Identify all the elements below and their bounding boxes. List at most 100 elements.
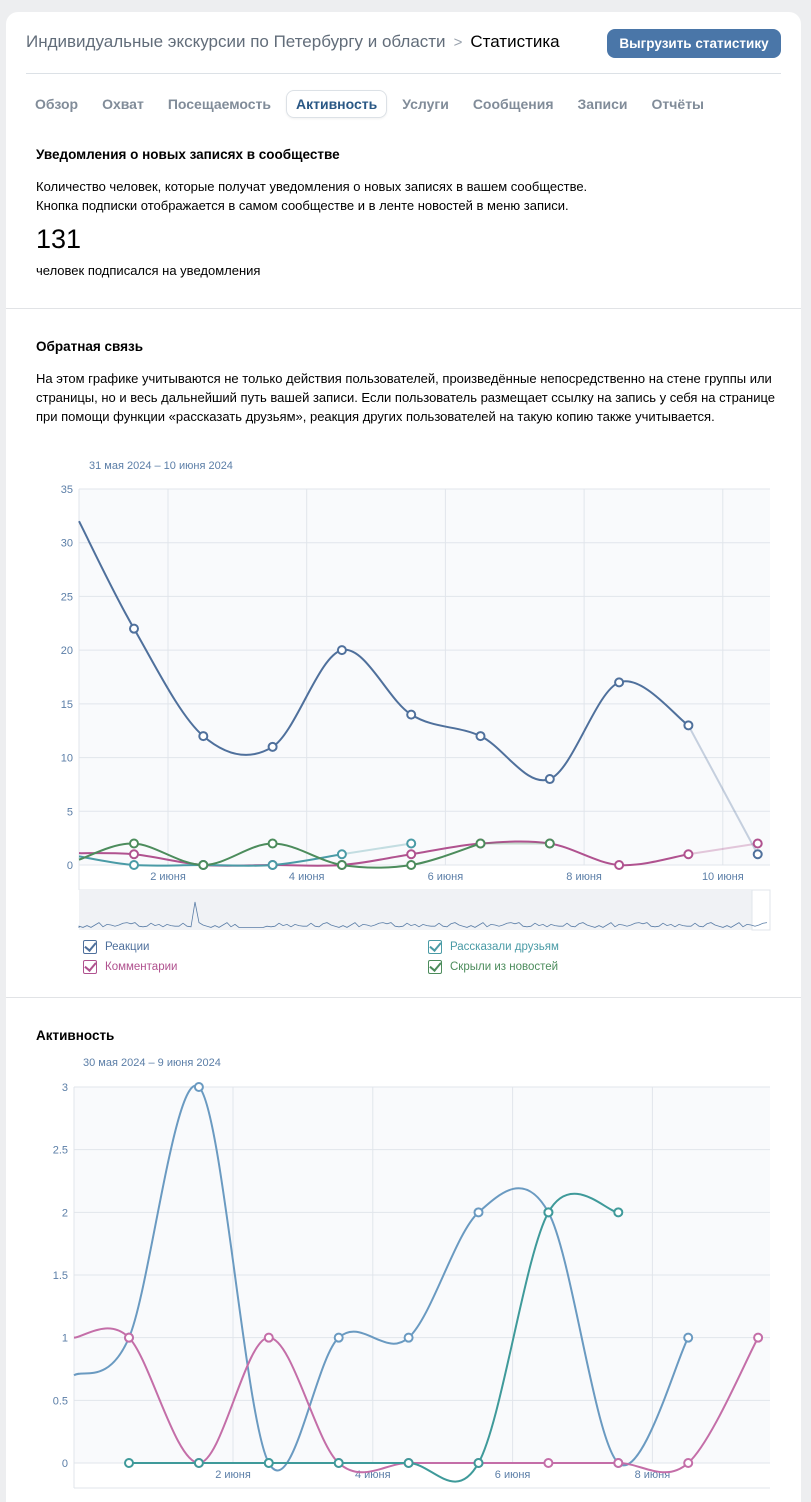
navigator-sparkline (78, 901, 768, 928)
data-point (336, 645, 347, 656)
feedback-date-range[interactable]: 31 мая 2024 – 10 июня 2024 (89, 460, 233, 472)
range-navigator-handle[interactable] (751, 889, 771, 931)
tab-overview[interactable]: Обзор (35, 96, 79, 112)
data-point (406, 709, 417, 720)
y-tick-label: 1 (62, 1333, 68, 1345)
data-point (403, 1458, 414, 1468)
tab-services[interactable]: Услуги (402, 96, 449, 112)
data-point (543, 1207, 554, 1218)
series-line (73, 1327, 759, 1474)
y-tick-label: 1.5 (53, 1270, 68, 1282)
legend-comments[interactable]: Комментарии (83, 960, 177, 974)
x-tick-label: 10 июня (702, 871, 744, 883)
data-point (752, 849, 763, 860)
data-point (683, 1332, 694, 1343)
data-point (263, 1458, 274, 1468)
y-tick-label: 3 (62, 1082, 68, 1094)
checkbox-checked-icon[interactable] (428, 940, 442, 954)
data-point (267, 741, 278, 752)
subscribers-caption: человек подписался на уведомления (36, 263, 261, 278)
data-point (473, 1207, 484, 1218)
section-divider (6, 308, 801, 309)
x-tick-label: 4 июня (289, 871, 325, 883)
data-point (336, 860, 347, 870)
data-point (544, 838, 555, 849)
legend-reactions[interactable]: Реакции (83, 940, 149, 954)
chevron-right-icon: > (453, 34, 463, 51)
data-point (406, 860, 417, 870)
y-tick-label: 2 (62, 1207, 68, 1219)
data-point (129, 860, 139, 870)
notifications-line1: Количество человек, которые получат увед… (36, 179, 588, 194)
series-line (78, 520, 689, 782)
activity-title: Активность (36, 1028, 115, 1043)
x-tick-label: 6 июня (428, 871, 464, 883)
checkbox-checked-icon[interactable] (428, 960, 442, 974)
feedback-title: Обратная связь (36, 339, 144, 354)
activity-date-range[interactable]: 30 мая 2024 – 9 июня 2024 (83, 1057, 221, 1069)
data-point (406, 838, 417, 849)
data-point (475, 838, 486, 849)
tab-reach[interactable]: Охват (102, 96, 144, 112)
export-statistics-button[interactable]: Выгрузить статистику (607, 29, 781, 58)
tab-traffic[interactable]: Посещаемость (167, 96, 271, 112)
data-point (193, 1458, 204, 1468)
series-line (78, 840, 689, 867)
data-point (406, 849, 417, 860)
data-point (475, 731, 486, 742)
x-tick-label: 2 июня (215, 1469, 251, 1481)
feedback-chart[interactable]: 0 5 10 15 20 25 30 35 2 июня 4 июня 6 июня 8 июня 10… (6, 12, 801, 1012)
legend-hidden[interactable]: Скрыли из новостей (428, 960, 558, 974)
data-point (198, 860, 209, 870)
data-point (752, 838, 763, 849)
series-line-partial (688, 842, 758, 856)
breadcrumb-community-link[interactable]: Индивидуальные экскурсии по Петербургу и… (26, 32, 446, 51)
y-tick-label: 5 (67, 806, 73, 818)
notifications-line2: Кнопка подписки отображается в самом соо… (36, 198, 569, 213)
page-header: Индивидуальные экскурсии по Петербургу и… (26, 29, 781, 74)
series-line-partial (687, 724, 759, 855)
legend-shared[interactable]: Рассказали друзьям (428, 940, 559, 954)
range-navigator[interactable] (79, 890, 770, 930)
statistics-card: Индивидуальные экскурсии по Петербургу и… (6, 12, 801, 1502)
tab-messages[interactable]: Сообщения (472, 96, 554, 112)
y-tick-label: 10 (61, 753, 73, 765)
data-point (129, 623, 139, 634)
data-point (263, 1332, 274, 1343)
y-tick-label: 20 (61, 645, 73, 657)
data-point (683, 849, 694, 860)
notifications-title: Уведомления о новых записях в сообществе (36, 147, 340, 162)
breadcrumb-current: Статистика (470, 32, 560, 51)
data-point (473, 1458, 484, 1468)
data-point (336, 849, 347, 860)
subscribers-count: 131 (36, 224, 82, 254)
x-tick-label: 8 июня (566, 871, 602, 883)
y-tick-label: 15 (61, 699, 73, 711)
data-point (129, 849, 139, 860)
breadcrumb: Индивидуальные экскурсии по Петербургу и… (26, 32, 560, 52)
series-line (73, 1084, 690, 1472)
data-point (193, 1082, 204, 1092)
data-point (683, 720, 694, 731)
y-tick-label: 0 (67, 860, 73, 872)
data-point (614, 860, 625, 870)
tab-posts[interactable]: Записи (577, 96, 628, 112)
data-point (267, 838, 278, 849)
data-point (198, 731, 209, 742)
stats-tabs: Обзор Охват Посещаемость Активность Услу… (26, 90, 719, 118)
data-point (333, 1458, 344, 1468)
activity-chart[interactable]: 0 0.5 1 1.5 2 2.5 3 2 июня 4 июня 6 июня 8 июня (6, 12, 801, 1502)
data-point (129, 838, 139, 849)
data-point (614, 677, 625, 688)
series-line-partial (341, 842, 412, 856)
checkbox-checked-icon[interactable] (83, 960, 97, 974)
data-point (403, 1332, 414, 1343)
tab-activity[interactable]: Активность (286, 90, 388, 118)
tab-reports[interactable]: Отчёты (651, 96, 705, 112)
data-point (613, 1207, 624, 1218)
data-point (333, 1332, 344, 1343)
y-tick-label: 0.5 (53, 1395, 68, 1407)
data-point (543, 1458, 554, 1468)
checkbox-checked-icon[interactable] (83, 940, 97, 954)
data-point (124, 1458, 134, 1468)
